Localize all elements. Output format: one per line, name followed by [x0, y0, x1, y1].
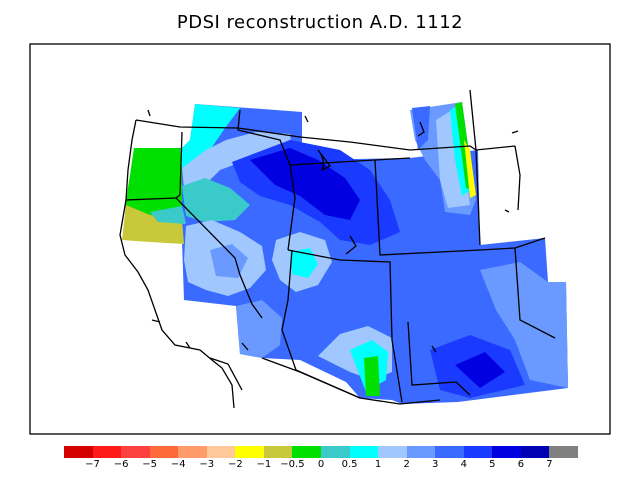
legend-swatch: [321, 446, 350, 458]
region-core-wet6: [250, 148, 360, 220]
legend-tick-label: 0.5: [341, 459, 358, 470]
legend-swatch: [178, 446, 208, 458]
legend-swatch: [206, 446, 236, 458]
legend-tick-label: 7: [546, 459, 553, 470]
legend-tick-label: 5: [489, 459, 496, 470]
flathead-lake: [304, 115, 309, 123]
legend-tick-label: −1: [256, 459, 272, 470]
legend-swatch: [149, 446, 179, 458]
lake-7: [185, 341, 191, 349]
ca-nv-border: [175, 131, 263, 319]
region-west-coast-olive: [122, 205, 184, 244]
legend-tick-label: 3: [432, 459, 439, 470]
canada-border: [135, 119, 516, 151]
legend-swatch: [463, 446, 493, 458]
legend-swatch: [349, 446, 379, 458]
region-nw-cyan: [180, 104, 240, 170]
lake-5: [431, 345, 437, 353]
legend-tick-label: −3: [199, 459, 215, 470]
region-west-coast-cyan: [150, 206, 186, 224]
region-nw-teal: [182, 178, 250, 222]
region-ne-wet3: [412, 106, 430, 150]
legend-swatch: [549, 446, 579, 458]
mx-border: [261, 357, 441, 405]
lake-1: [147, 109, 151, 117]
wy-co-line: [374, 159, 481, 256]
lake-4: [504, 209, 510, 213]
legend-swatch: [520, 446, 550, 458]
region-ne-yellow: [464, 140, 476, 198]
legend-colorbar: [64, 446, 579, 458]
map-title: PDSI reconstruction A.D. 1112: [176, 12, 464, 33]
legend-tick-label: 1: [374, 459, 382, 470]
legend-tick-label: 2: [403, 459, 410, 470]
legend-tick-label: 0: [317, 459, 325, 470]
region-central-cyan: [290, 248, 318, 278]
ne-line: [514, 145, 521, 211]
legend-tick-label: −5: [142, 459, 158, 470]
great-salt-lake: [317, 149, 331, 172]
lakes: [147, 109, 519, 353]
legend-swatch: [64, 446, 93, 458]
lake-mead: [345, 235, 357, 255]
legend-tick-label: −4: [170, 459, 186, 470]
legend-tick-label: −6: [113, 459, 129, 470]
gulf-line: [209, 357, 243, 391]
lake-3: [511, 130, 519, 134]
region-east-lightblue: [480, 262, 568, 388]
legend-tick-label: 4: [460, 459, 467, 470]
legend-tick-label: −0.5: [280, 459, 305, 470]
legend-swatch: [492, 446, 522, 458]
region-sw-blue: [236, 300, 282, 358]
ok-tx-line: [514, 247, 556, 339]
or-ca-line: [125, 197, 177, 201]
legend-swatch: [292, 446, 322, 458]
pacific-coastline: [119, 119, 235, 409]
boundary-lines: [119, 89, 556, 409]
legend-swatch: [121, 446, 151, 458]
plot-frame: [29, 43, 611, 435]
legend-swatch: [406, 446, 436, 458]
legend-tick-label: −7: [85, 459, 100, 470]
lake-6: [241, 342, 249, 351]
legend-swatch: [92, 446, 122, 458]
lake-8: [151, 319, 161, 323]
region-south-green: [364, 356, 380, 396]
legend-tick-label: −2: [227, 459, 243, 470]
legend-swatch: [378, 446, 408, 458]
lake-2: [417, 121, 425, 137]
legend-swatch: [435, 446, 465, 458]
region-nw-lightblue: [182, 132, 292, 200]
tx-line: [407, 321, 471, 396]
dakota-line: [469, 89, 481, 246]
ut-line: [287, 249, 403, 403]
legend-tick-label: 6: [517, 459, 525, 470]
region-east-core: [455, 352, 505, 388]
legend-swatch: [235, 446, 265, 458]
legend-swatch: [263, 446, 293, 458]
id-line: [237, 109, 296, 251]
